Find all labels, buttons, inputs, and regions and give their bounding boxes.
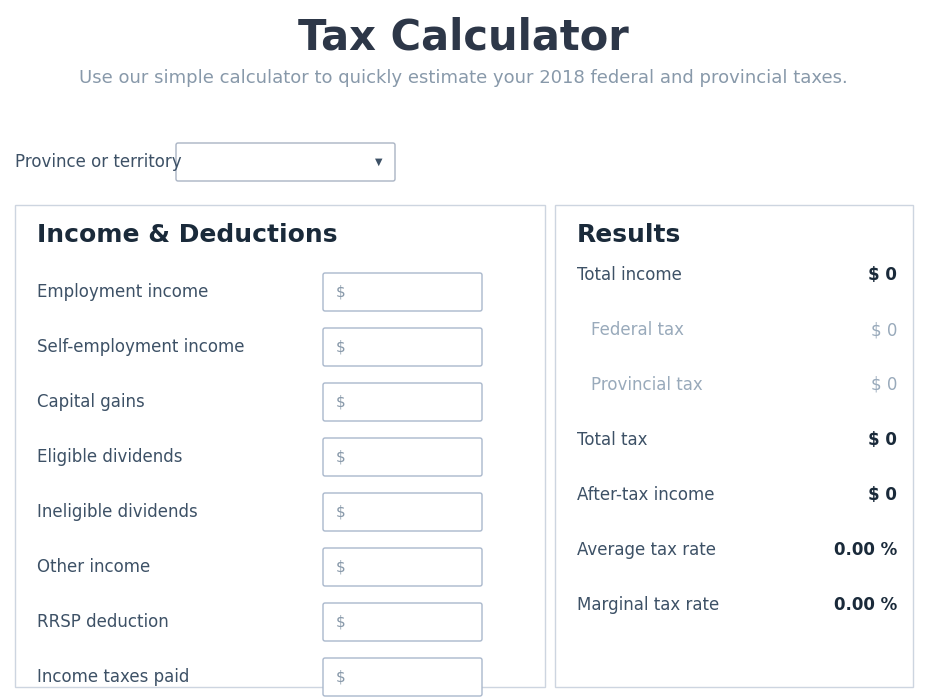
Text: $: $ — [336, 339, 345, 355]
Text: $: $ — [336, 395, 345, 410]
Text: Average tax rate: Average tax rate — [577, 541, 716, 559]
Text: Marginal tax rate: Marginal tax rate — [577, 596, 720, 614]
Text: $: $ — [336, 615, 345, 629]
FancyBboxPatch shape — [323, 273, 482, 311]
FancyBboxPatch shape — [323, 328, 482, 366]
Text: Tax Calculator: Tax Calculator — [297, 17, 629, 59]
Text: $ 0: $ 0 — [869, 431, 897, 449]
Text: Other income: Other income — [37, 558, 150, 576]
Text: $ 0: $ 0 — [870, 321, 897, 339]
FancyBboxPatch shape — [323, 658, 482, 696]
Text: $: $ — [336, 505, 345, 519]
Text: Self-employment income: Self-employment income — [37, 338, 244, 356]
Text: Province or territory: Province or territory — [15, 153, 181, 171]
FancyBboxPatch shape — [15, 205, 545, 687]
Text: Provincial tax: Provincial tax — [591, 376, 703, 394]
Text: Eligible dividends: Eligible dividends — [37, 448, 182, 466]
Text: ▼: ▼ — [375, 157, 382, 167]
Text: Total income: Total income — [577, 266, 682, 284]
FancyBboxPatch shape — [323, 548, 482, 586]
Text: $ 0: $ 0 — [869, 486, 897, 504]
FancyBboxPatch shape — [176, 143, 395, 181]
FancyBboxPatch shape — [323, 438, 482, 476]
Text: $ 0: $ 0 — [869, 266, 897, 284]
Text: Income taxes paid: Income taxes paid — [37, 668, 190, 686]
FancyBboxPatch shape — [323, 493, 482, 531]
Text: $: $ — [336, 560, 345, 574]
FancyBboxPatch shape — [555, 205, 913, 687]
Text: RRSP deduction: RRSP deduction — [37, 613, 169, 631]
FancyBboxPatch shape — [323, 603, 482, 641]
Text: Ineligible dividends: Ineligible dividends — [37, 503, 198, 521]
Text: Total tax: Total tax — [577, 431, 647, 449]
Text: 0.00 %: 0.00 % — [833, 596, 897, 614]
Text: Capital gains: Capital gains — [37, 393, 144, 411]
Text: Employment income: Employment income — [37, 283, 208, 301]
Text: Use our simple calculator to quickly estimate your 2018 federal and provincial t: Use our simple calculator to quickly est… — [79, 69, 847, 87]
Text: $: $ — [336, 284, 345, 300]
Text: Results: Results — [577, 223, 682, 247]
FancyBboxPatch shape — [323, 383, 482, 421]
Text: $: $ — [336, 450, 345, 464]
Text: $ 0: $ 0 — [870, 376, 897, 394]
Text: After-tax income: After-tax income — [577, 486, 715, 504]
Text: 0.00 %: 0.00 % — [833, 541, 897, 559]
Text: Income & Deductions: Income & Deductions — [37, 223, 337, 247]
Text: Federal tax: Federal tax — [591, 321, 684, 339]
Text: $: $ — [336, 670, 345, 684]
